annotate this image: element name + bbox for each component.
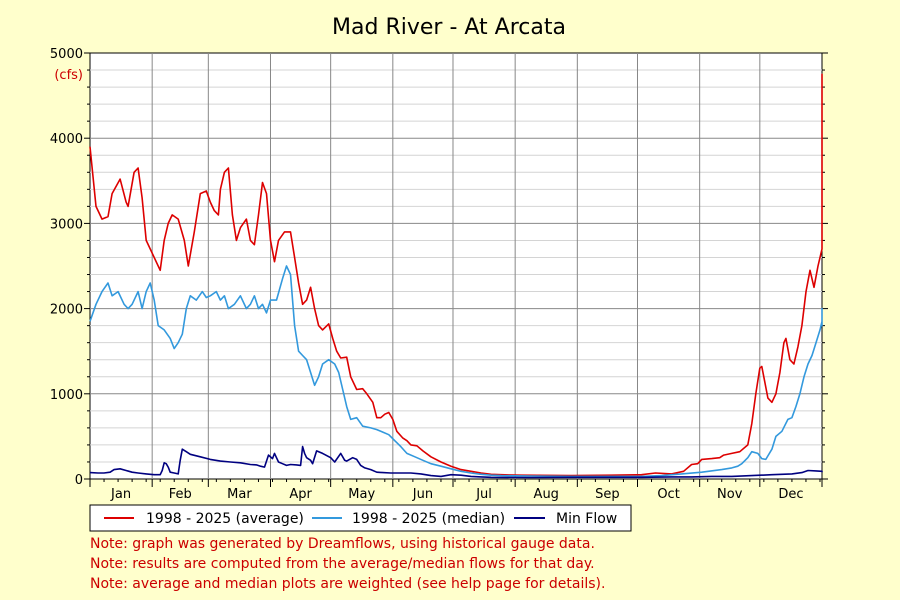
series-line-average (89, 73, 823, 477)
x-month-label: May (348, 487, 375, 502)
x-month-label: Feb (169, 487, 192, 502)
axis-ticks: 0 1000 2000 3000 4000 5000 Jan Feb Mar Apr May Jun J… (50, 47, 828, 502)
y-tick-label: 1000 (50, 388, 83, 403)
legend-label-min: Min Flow (556, 511, 617, 527)
series-line-min-flow (89, 445, 823, 479)
x-month-label: Aug (534, 487, 559, 502)
note-3: Note: average and median plots are weigh… (90, 576, 605, 592)
y-tick-label: 4000 (50, 132, 83, 147)
series-line-median (89, 265, 823, 478)
x-month-label: Jan (110, 487, 131, 502)
legend-label-median: 1998 - 2025 (median) (352, 511, 505, 527)
x-month-label: Jun (412, 487, 433, 502)
grid-lines (90, 53, 822, 479)
x-month-label: Mar (227, 487, 252, 502)
y-tick-label: 3000 (50, 217, 83, 232)
x-month-label: Apr (289, 487, 312, 502)
y-tick-label: 0 (75, 473, 83, 488)
x-month-label: Oct (657, 487, 679, 502)
plot-area (89, 52, 823, 480)
x-month-label: Nov (717, 487, 743, 502)
x-month-label: Jul (475, 487, 492, 502)
y-tick-label: 2000 (50, 303, 83, 318)
x-month-label: Dec (778, 487, 803, 502)
y-tick-label: 5000 (50, 47, 83, 62)
legend: 1998 - 2025 (average) 1998 - 2025 (media… (89, 504, 632, 532)
note-1: Note: graph was generated by Dreamflows,… (90, 536, 595, 552)
series-lines (89, 73, 823, 479)
y-axis-unit: (cfs) (54, 68, 83, 83)
legend-label-average: 1998 - 2025 (average) (146, 511, 304, 527)
chart-title: Mad River - At Arcata (332, 15, 566, 40)
x-month-label: Sep (595, 487, 620, 502)
note-2: Note: results are computed from the aver… (90, 556, 595, 572)
